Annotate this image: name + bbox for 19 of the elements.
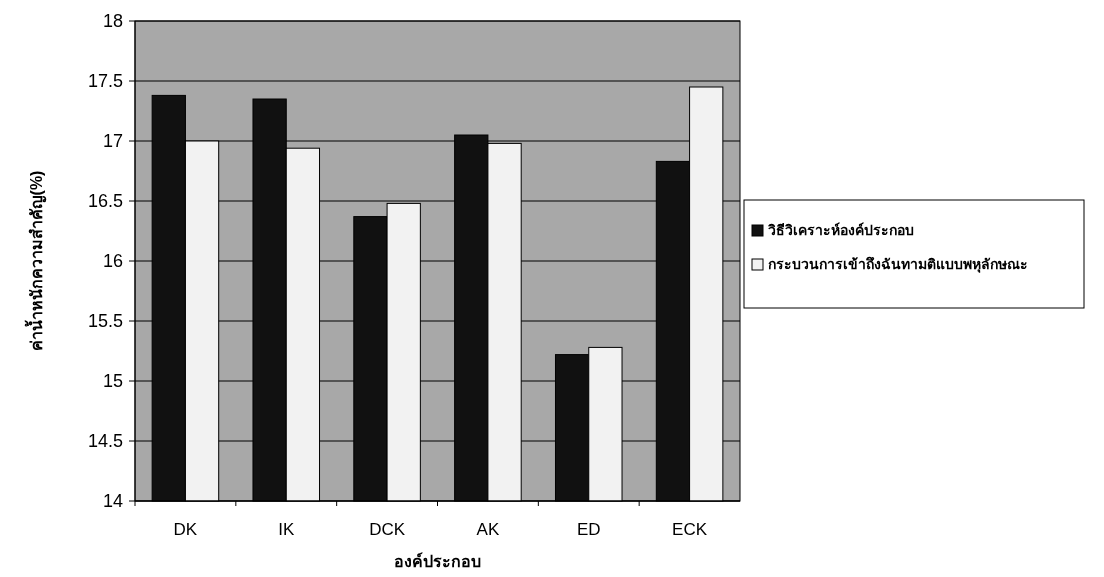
x-tick-label: DK bbox=[173, 520, 198, 539]
legend-label: กระบวนการเข้าถึงฉันทามติแบบพหุลักษณะ bbox=[768, 256, 1028, 273]
y-tick-label: 14 bbox=[102, 491, 123, 512]
x-tick-label: ED bbox=[576, 520, 601, 539]
x-tick-label: AK bbox=[476, 520, 500, 539]
x-tick-label: ECK bbox=[672, 520, 708, 539]
y-tick-label: 14.5 bbox=[87, 431, 123, 452]
y-tick-label: 17 bbox=[102, 131, 123, 152]
x-axis-title: องค์ประกอบ bbox=[394, 552, 481, 570]
y-tick-label: 18 bbox=[102, 11, 123, 32]
y-tick-label: 15 bbox=[102, 371, 123, 392]
y-tick-label: 16 bbox=[102, 251, 123, 272]
y-tick-label: 15.5 bbox=[87, 311, 123, 332]
x-tick-label: IK bbox=[278, 520, 295, 539]
x-tick-label: DCK bbox=[369, 520, 406, 539]
y-tick-label: 16.5 bbox=[87, 191, 123, 212]
y-tick-label: 17.5 bbox=[87, 71, 123, 92]
legend-label: วิธีวิเคราะห์องค์ประกอบ bbox=[767, 222, 914, 238]
y-axis-title: ค่าน้ำหนักความสำคัญ(%) bbox=[24, 170, 47, 352]
